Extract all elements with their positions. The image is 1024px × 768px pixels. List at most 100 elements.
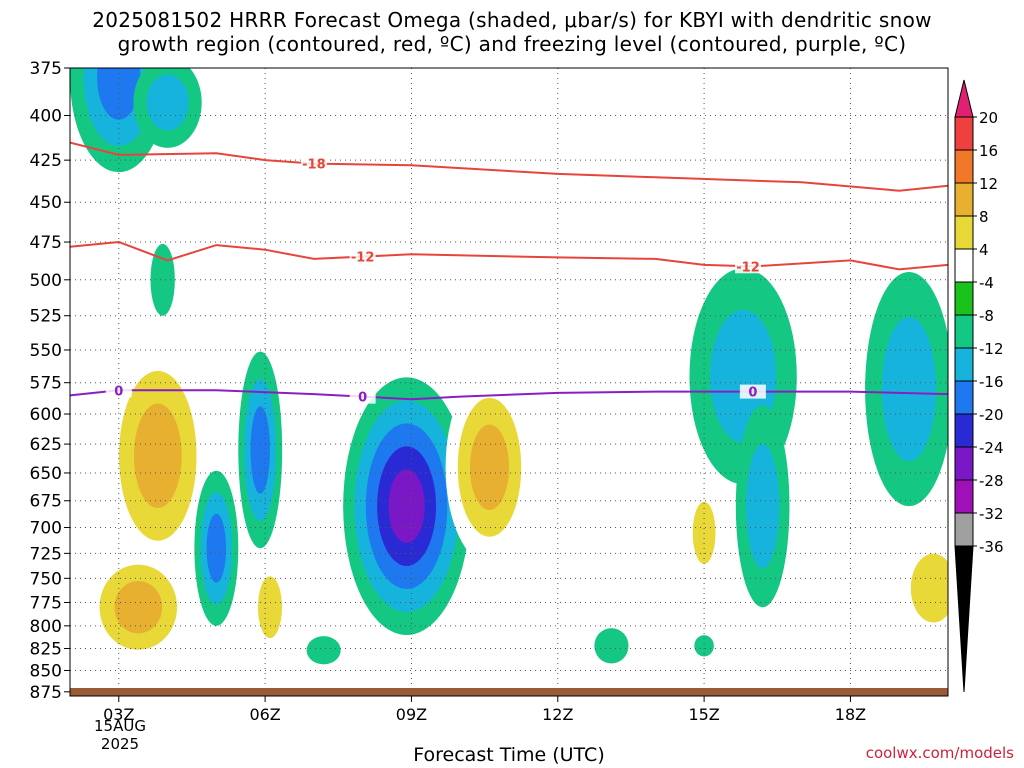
y-tick-label-825: 825: [30, 639, 62, 659]
y-tick-label-875: 875: [30, 683, 62, 703]
colorbar-swatch-6: [954, 281, 974, 316]
colorbar-label-10: -24: [979, 439, 1004, 457]
y-tick-label-700: 700: [30, 519, 62, 539]
colorbar-label-12: -32: [979, 505, 1004, 523]
omega-area-15-0: [594, 628, 629, 664]
colorbar-label-4: 4: [979, 241, 989, 259]
colorbar-label-13: -36: [979, 538, 1004, 556]
y-tick-label-425: 425: [30, 151, 62, 171]
colorbar-label-9: -20: [979, 406, 1004, 424]
colorbar-swatch-12: [954, 479, 974, 514]
y-tick-label-450: 450: [30, 193, 62, 213]
plot-frame: [69, 67, 949, 697]
y-tick-label-575: 575: [30, 374, 62, 394]
omega-area-4-2: [133, 403, 182, 509]
omega-area-21-1: [881, 317, 936, 462]
y-tick-label-725: 725: [30, 544, 62, 564]
omega-area-5-2: [114, 580, 163, 634]
colorbar-label-11: -28: [979, 472, 1004, 490]
y-tick-label-750: 750: [30, 569, 62, 589]
x-axis-label: Forecast Time (UTC): [413, 744, 605, 766]
contour-label-0-0: -18: [302, 158, 326, 173]
colorbar-label-8: -16: [979, 373, 1004, 391]
colorbar-swatch-13: [954, 512, 974, 547]
contour-line-1: [70, 240, 948, 271]
temperature-contours: -18 -12 -12 0 0 0: [70, 141, 948, 406]
contour-label-2-2: 0: [748, 386, 757, 401]
contour-label-1-1: -12: [736, 260, 760, 275]
title-line-1: 2025081502 HRRR Forecast Omega (shaded, …: [92, 8, 932, 32]
omega-area-22-1: [910, 553, 948, 623]
omega-area-1-1: [146, 74, 189, 131]
colorbar-top-arrow: [954, 79, 974, 118]
y-tick-label-475: 475: [30, 233, 62, 253]
contour-label-bg-2-1: [349, 389, 376, 404]
x-date-label: 15AUG 2025: [80, 717, 160, 753]
contour-label-bg-2-2: [739, 384, 766, 399]
omega-area-20-0: [748, 651, 768, 673]
colorbar-swatch-3: [954, 182, 974, 217]
colorbar-label-7: -12: [979, 340, 1004, 358]
x-date-year: 2025: [100, 735, 140, 753]
x-tick-label-12Z: 12Z: [542, 705, 573, 724]
omega-area-8-1: [257, 576, 282, 639]
y-tick-label-625: 625: [30, 435, 62, 455]
title-line-2: growth region (contoured, red, ºC) and f…: [117, 32, 907, 56]
y-tick-label-650: 650: [30, 464, 62, 484]
chart-title: 2025081502 HRRR Forecast Omega (shaded, …: [0, 8, 1024, 56]
omega-area-13-0: [487, 615, 522, 655]
colorbar-swatch-11: [954, 446, 974, 481]
x-tick-label-09Z: 09Z: [396, 705, 427, 724]
ground-terrain: [70, 688, 948, 696]
colorbar-bottom-arrow: [954, 545, 974, 693]
colorbar-label-0: 20: [979, 109, 998, 127]
contour-label-bg-2-0: [105, 383, 132, 398]
colorbar: 20 16 12 8 4 -4 -8 -12 -16 -20 -24 -28 -32 -36: [954, 79, 1004, 693]
y-tick-label-375: 375: [30, 59, 62, 79]
y-tick-label-400: 400: [30, 107, 62, 127]
omega-area-19-1: [746, 444, 780, 569]
y-tick-label-675: 675: [30, 492, 62, 512]
contour-line-0: [70, 141, 948, 192]
y-tick-label-800: 800: [30, 617, 62, 637]
y-tick-label-550: 550: [30, 341, 62, 361]
contour-label-2-0: 0: [114, 384, 123, 399]
omega-area-10-0: [306, 636, 341, 665]
omega-area-11-4: [388, 469, 425, 543]
colorbar-swatch-2: [954, 149, 974, 184]
y-tick-label-850: 850: [30, 661, 62, 681]
y-axis: 375 400 425 450 475 500 525 550 575 600 625 650 675 7…: [30, 59, 70, 703]
omega-area-6-2: [206, 513, 227, 583]
x-tick-label-03Z: 03Z: [103, 705, 134, 724]
colorbar-swatch-7: [954, 314, 974, 349]
contour-label-1-0: -12: [351, 251, 375, 266]
omega-area-18-0: [694, 635, 714, 657]
omega-area-7-2: [250, 406, 270, 494]
contour-line-2: [70, 389, 948, 401]
colorbar-swatch-5: [954, 248, 974, 283]
x-tick-label-18Z: 18Z: [835, 705, 866, 724]
colorbar-label-2: 12: [979, 175, 998, 193]
colorbar-swatch-8: [954, 347, 974, 382]
x-axis: 03Z 06Z 09Z 12Z 15Z 18Z: [103, 696, 866, 724]
omega-area-23-0: [923, 68, 948, 295]
omega-area-2-0: [150, 243, 175, 316]
colorbar-label-1: 16: [979, 142, 998, 160]
y-tick-label-525: 525: [30, 307, 62, 327]
colorbar-swatch-4: [954, 215, 974, 250]
y-tick-label-775: 775: [30, 593, 62, 613]
y-tick-label-500: 500: [30, 271, 62, 291]
omega-area-3-0: [201, 240, 231, 433]
contour-label-bg-1-0: [349, 249, 376, 264]
x-date-day: 15AUG: [94, 717, 146, 735]
x-tick-label-06Z: 06Z: [249, 705, 280, 724]
omega-area-17-1: [692, 501, 716, 564]
credit-link[interactable]: coolwx.com/models: [865, 744, 1014, 762]
contour-label-bg-0-0: [300, 156, 327, 171]
omega-area-14-0: [600, 348, 613, 405]
omega-area-12-2: [469, 424, 509, 511]
ground-strip: [70, 688, 948, 696]
colorbar-swatch-10: [954, 413, 974, 448]
contour-label-bg-1-1: [735, 259, 762, 274]
